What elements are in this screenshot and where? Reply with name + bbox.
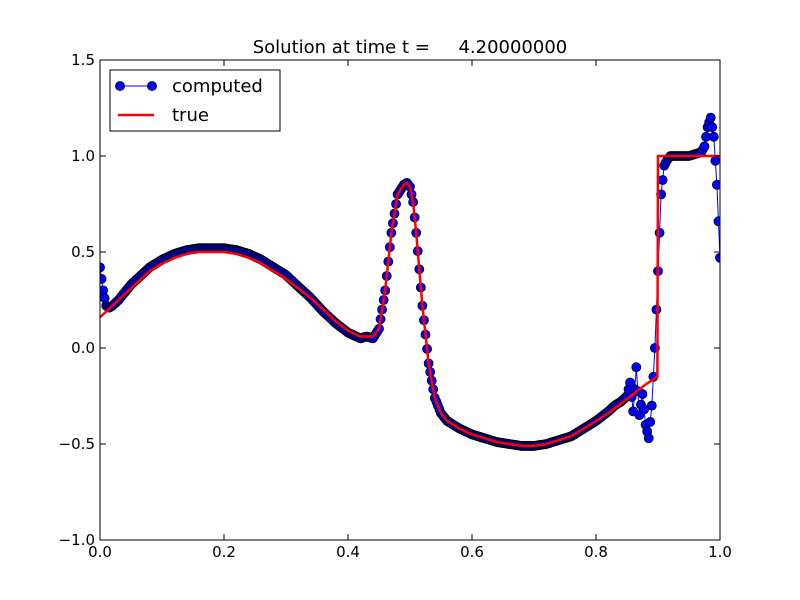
legend-box — [109, 69, 281, 132]
computed-point — [710, 155, 720, 166]
computed-point — [654, 227, 665, 238]
computed-point — [643, 433, 654, 444]
computed-point — [625, 377, 635, 388]
chart-title: Solution at time t = 4.20000000 — [253, 37, 568, 58]
true-series-line — [100, 154, 720, 448]
y-tick-label: 0.0 — [71, 339, 95, 357]
axes: 0.0 0.2 0.4 0.6 0.8 1.0 −1.0 −0.5 0.0 0.5 1.0 1.5 — [59, 51, 732, 561]
legend-label-computed: computed — [172, 76, 263, 97]
computed-point — [707, 122, 718, 133]
computed-point — [100, 273, 107, 284]
computed-point — [705, 112, 716, 123]
computed-point — [699, 141, 710, 152]
computed-point — [100, 262, 105, 273]
computed-point — [639, 404, 649, 415]
axes-frame — [99, 59, 721, 541]
y-tick-label: 0.5 — [71, 243, 95, 261]
computed-point — [715, 252, 720, 263]
x-tick-label: 0.2 — [212, 543, 236, 561]
legend-computed-marker — [147, 81, 157, 91]
x-tick-label: 0.0 — [88, 543, 112, 561]
legend-label-true: true — [172, 105, 209, 126]
x-tick-label: 0.8 — [584, 543, 608, 561]
computed-point — [631, 362, 642, 373]
y-tick-label: −0.5 — [59, 435, 95, 453]
legend: computed true — [109, 69, 281, 132]
series-group — [100, 112, 720, 451]
computed-point — [637, 389, 648, 399]
x-tick-label: 1.0 — [708, 543, 732, 561]
x-tick-label: 0.6 — [460, 543, 484, 561]
y-tick-label: −1.0 — [59, 531, 95, 549]
legend-computed-marker — [115, 81, 125, 91]
computed-point — [657, 175, 668, 185]
y-tick-label: 1.0 — [71, 147, 95, 165]
computed-point — [708, 131, 719, 142]
computed-point — [712, 179, 720, 190]
computed-point — [645, 417, 656, 427]
computed-point — [713, 216, 720, 227]
computed-point — [646, 400, 657, 411]
x-tick-label: 0.4 — [336, 543, 360, 561]
plot-area — [100, 112, 720, 451]
y-tick-label: 1.5 — [71, 51, 95, 69]
